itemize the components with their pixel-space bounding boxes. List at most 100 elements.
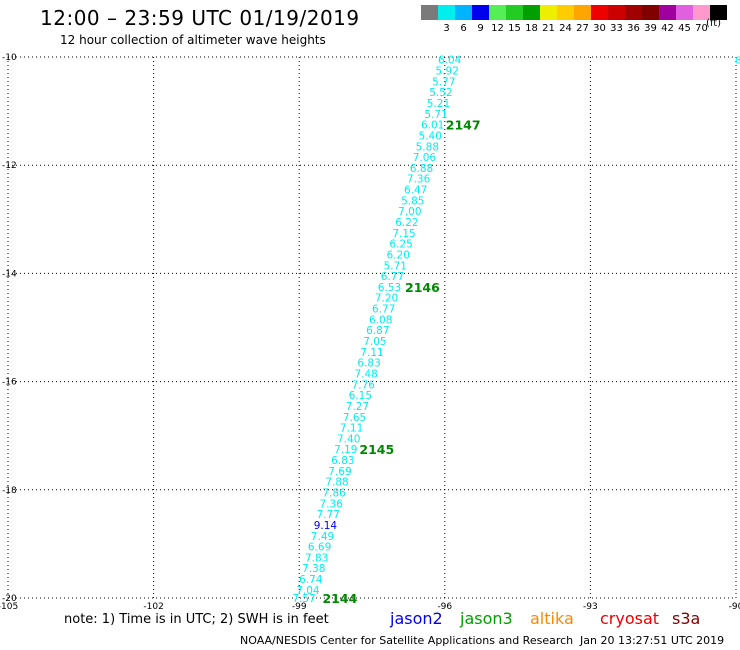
wave-height-reading: 6.69 bbox=[308, 542, 331, 554]
legend-swatch bbox=[489, 5, 506, 20]
wave-height-reading: 9.14 bbox=[314, 520, 338, 532]
wave-height-reading: 6.77 bbox=[372, 304, 395, 316]
legend-swatch bbox=[421, 5, 438, 20]
wave-height-reading: 7.00 bbox=[398, 206, 421, 218]
legend-label: 3 bbox=[443, 23, 450, 34]
legend-swatch bbox=[710, 5, 727, 20]
wave-height-reading: 5.40 bbox=[419, 130, 442, 142]
legend-swatch bbox=[676, 5, 693, 20]
legend-unit: (ft) bbox=[706, 18, 722, 29]
wave-height-reading: 7.77 bbox=[317, 509, 340, 521]
wave-height-reading: 7.36 bbox=[407, 174, 431, 186]
wave-height-reading: 6.83 bbox=[331, 455, 354, 467]
legend-label: 6 bbox=[460, 23, 467, 34]
wave-height-reading: 6.04 bbox=[438, 55, 462, 67]
legend-label: 33 bbox=[610, 23, 623, 34]
wave-height-reading: 5.21 bbox=[427, 98, 450, 110]
legend-label: 70 bbox=[695, 23, 708, 34]
wave-height-reading: 6.83 bbox=[357, 358, 380, 370]
longitude-tick-label: -105 bbox=[0, 602, 18, 612]
wave-height-reading: 5.77 bbox=[432, 76, 455, 88]
wave-height-reading: 7.76 bbox=[352, 379, 376, 391]
legend-swatch bbox=[693, 5, 710, 20]
pass-number-label: 2146 bbox=[405, 280, 440, 295]
wave-height-reading: 7.88 bbox=[325, 477, 348, 489]
latitude-tick-label: -18 bbox=[2, 486, 17, 496]
wave-height-reading: 7.27 bbox=[346, 401, 369, 413]
longitude-tick-label: -93 bbox=[583, 602, 598, 612]
wave-height-reading: 7.19 bbox=[334, 444, 357, 456]
legend-label: 12 bbox=[491, 23, 504, 34]
wave-height-reading: 6.20 bbox=[387, 249, 410, 261]
wave-height-reading: 7.11 bbox=[340, 423, 363, 435]
wave-height-reading: 7.20 bbox=[375, 293, 398, 305]
satellite-cryosat: cryosat bbox=[600, 609, 660, 628]
latitude-tick-label: -16 bbox=[2, 378, 17, 388]
wave-height-reading: 6.87 bbox=[366, 325, 389, 337]
legend-swatch bbox=[625, 5, 642, 20]
legend-label: 30 bbox=[593, 23, 606, 34]
wave-height-reading: 6.88 bbox=[410, 163, 433, 175]
wave-height-reading: 5.71 bbox=[424, 109, 447, 121]
wave-height-reading: 7.04 bbox=[296, 585, 320, 597]
wave-height-reading: 7.15 bbox=[392, 228, 415, 240]
wave-height-reading: 7.57 bbox=[292, 593, 315, 605]
wave-height-reading: 6.08 bbox=[369, 314, 392, 326]
wave-height-reading: 5.71 bbox=[384, 260, 407, 272]
wave-height-reading: 5.52 bbox=[429, 87, 452, 99]
wave-height-reading: 7.05 bbox=[363, 336, 386, 348]
wave-height-reading: 7.49 bbox=[311, 531, 334, 543]
wave-height-reading: 5.92 bbox=[436, 66, 459, 78]
legend-swatch bbox=[506, 5, 523, 20]
longitude-tick-label: -96 bbox=[437, 602, 452, 612]
wave-height-reading: 5.88 bbox=[416, 141, 439, 153]
wave-height-reading: 6.77 bbox=[381, 271, 404, 283]
satellite-jason3: jason3 bbox=[460, 609, 513, 628]
legend-label: 27 bbox=[576, 23, 589, 34]
longitude-tick-label: -99 bbox=[292, 602, 307, 612]
pass-number-label: 2144 bbox=[322, 591, 357, 606]
wave-height-reading: 7.65 bbox=[343, 412, 366, 424]
wave-height-reading: 7.48 bbox=[354, 368, 377, 380]
wave-height-reading: 7.83 bbox=[305, 552, 328, 564]
legend-swatch bbox=[472, 5, 489, 20]
satellite-s3a: s3a bbox=[672, 609, 701, 628]
wave-height-reading: 7.11 bbox=[360, 347, 383, 359]
pass-number-label: 2145 bbox=[359, 442, 394, 457]
wave-height-reading: 5.85 bbox=[401, 195, 424, 207]
wave-height-reading: 6.22 bbox=[395, 217, 418, 229]
wave-height-reading: 6.01 bbox=[421, 120, 444, 132]
wave-height-reading: 6.25 bbox=[389, 239, 412, 251]
page-title: 12:00 – 23:59 UTC 01/19/2019 bbox=[40, 6, 360, 30]
page-subtitle: 12 hour collection of altimeter wave hei… bbox=[60, 33, 326, 47]
wave-height-reading: 6.47 bbox=[404, 185, 427, 197]
legend-label: 15 bbox=[508, 23, 521, 34]
legend-swatch bbox=[455, 5, 472, 20]
wave-height-reading: 7.36 bbox=[320, 498, 344, 510]
legend-swatch bbox=[574, 5, 591, 20]
legend-label: 45 bbox=[678, 23, 691, 34]
longitude-tick-label: -102 bbox=[143, 602, 163, 612]
latitude-tick-label: -10 bbox=[2, 53, 17, 63]
credit-line: NOAA/NESDIS Center for Satellite Applica… bbox=[240, 634, 574, 647]
legend-swatch bbox=[608, 5, 625, 20]
wave-height-reading: 6.15 bbox=[349, 390, 372, 402]
footer-note: note: 1) Time is in UTC; 2) SWH is in fe… bbox=[64, 612, 329, 627]
pass-number-label: 2147 bbox=[446, 118, 481, 133]
legend-label: 21 bbox=[542, 23, 555, 34]
longitude-tick-label: -90 bbox=[729, 602, 740, 612]
wave-height-reading: 7.86 bbox=[322, 488, 346, 500]
latitude-tick-label: -12 bbox=[2, 161, 17, 171]
legend-label: 42 bbox=[661, 23, 674, 34]
latitude-tick-label: -14 bbox=[2, 269, 17, 279]
legend-swatch bbox=[540, 5, 557, 20]
legend-label: 39 bbox=[644, 23, 657, 34]
generated-timestamp: Jan 20 13:27:51 UTC 2019 bbox=[580, 634, 725, 647]
satellite-jason2: jason2 bbox=[390, 609, 443, 628]
wave-height-reading: 6.53 bbox=[378, 282, 401, 294]
legend-swatch bbox=[659, 5, 676, 20]
wave-height-reading: 7.06 bbox=[413, 152, 437, 164]
legend-swatch bbox=[591, 5, 608, 20]
